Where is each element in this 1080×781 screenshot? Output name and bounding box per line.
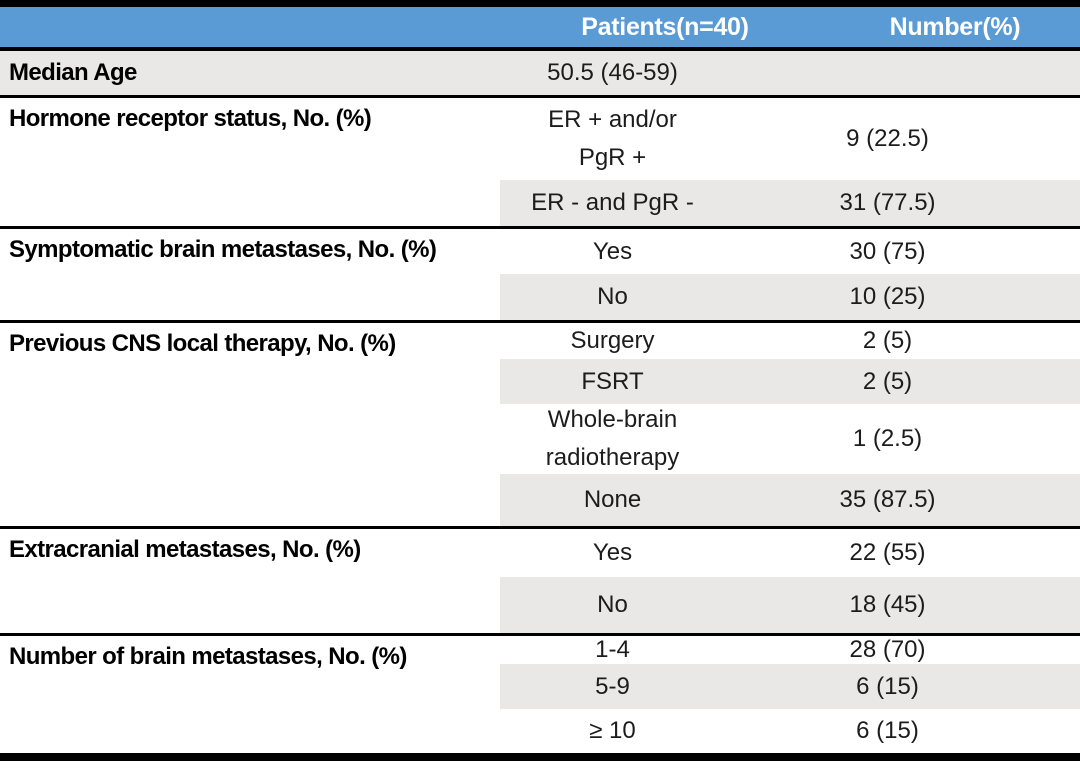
- patients-cell: 5-9: [595, 672, 630, 700]
- section-label: Median Age: [9, 59, 137, 86]
- section-previous-cns-local-therapy: Previous CNS local therapy, No. (%) Surg…: [0, 323, 1080, 529]
- patients-cell: No: [597, 283, 628, 310]
- section-hormone-receptor-status: Hormone receptor status, No. (%) ER + an…: [0, 98, 1080, 229]
- section-label: Hormone receptor status, No. (%): [9, 105, 372, 132]
- table-header-row: Patients(n=40) Number(%): [0, 7, 1080, 51]
- table-row: No 10 (25): [500, 274, 1080, 320]
- section-median-age: Median Age 50.5 (46-59): [0, 51, 1080, 98]
- patients-cell: Yes: [592, 539, 633, 566]
- table-top-border: [0, 0, 1080, 7]
- number-cell: 10 (25): [849, 283, 926, 310]
- table-row: 50.5 (46-59): [500, 51, 1080, 95]
- section-label: Symptomatic brain metastases, No. (%): [9, 236, 437, 263]
- table-row: Whole-brain radiotherapy 1 (2.5): [500, 404, 1080, 474]
- table-row: ER - and PgR - 31 (77.5): [500, 180, 1080, 226]
- patients-cell: ER - and PgR -: [531, 189, 694, 216]
- number-cell: 35 (87.5): [839, 486, 936, 513]
- patients-column-header: Patients(n=40): [581, 12, 749, 41]
- table-row: ER + and/or PgR + 9 (22.5): [500, 98, 1080, 180]
- patients-cell: 50.5 (46-59): [547, 59, 678, 86]
- patients-cell: None: [583, 486, 642, 513]
- section-label: Extracranial metastases, No. (%): [9, 536, 361, 563]
- table-bottom-border: [0, 753, 1080, 761]
- section-number-of-brain-metastases: Number of brain metastases, No. (%) 1-4 …: [0, 636, 1080, 753]
- number-cell: 28 (70): [849, 636, 926, 663]
- table-row: 5-9 6 (15): [500, 664, 1080, 709]
- number-cell: 18 (45): [849, 591, 926, 618]
- patients-cell: No: [597, 591, 628, 618]
- patients-cell: ER + and/or PgR +: [548, 106, 677, 171]
- number-cell: 6 (15): [856, 717, 919, 744]
- number-cell: 2 (5): [862, 327, 913, 354]
- table-row: 1-4 28 (70): [500, 636, 1080, 664]
- number-cell: 6 (15): [856, 672, 919, 700]
- table-row: Yes 30 (75): [500, 229, 1080, 274]
- number-cell: 31 (77.5): [839, 189, 936, 216]
- patients-cell: Whole-brain radiotherapy: [545, 406, 680, 471]
- section-label: Number of brain metastases, No. (%): [9, 643, 407, 670]
- table-row: Yes 22 (55): [500, 529, 1080, 577]
- number-cell: 9 (22.5): [846, 125, 929, 152]
- number-cell: 2 (5): [862, 367, 913, 395]
- section-extracranial-metastases: Extracranial metastases, No. (%) Yes 22 …: [0, 529, 1080, 636]
- table-row: ≥ 10 6 (15): [500, 709, 1080, 753]
- patients-cell: 1-4: [595, 636, 630, 663]
- patients-cell: Yes: [592, 237, 633, 265]
- table-row: Surgery 2 (5): [500, 323, 1080, 359]
- table-row: No 18 (45): [500, 577, 1080, 633]
- patients-cell: Surgery: [570, 327, 655, 354]
- table-row: FSRT 2 (5): [500, 359, 1080, 404]
- number-cell: 1 (2.5): [852, 425, 923, 452]
- number-column-header: Number(%): [889, 12, 1021, 41]
- section-symptomatic-brain-metastases: Symptomatic brain metastases, No. (%) Ye…: [0, 229, 1080, 323]
- table-row: None 35 (87.5): [500, 474, 1080, 526]
- number-cell: 22 (55): [849, 539, 926, 566]
- number-cell: 30 (75): [849, 237, 926, 265]
- patients-cell: ≥ 10: [589, 717, 636, 744]
- patients-cell: FSRT: [581, 367, 644, 395]
- section-label: Previous CNS local therapy, No. (%): [9, 330, 396, 357]
